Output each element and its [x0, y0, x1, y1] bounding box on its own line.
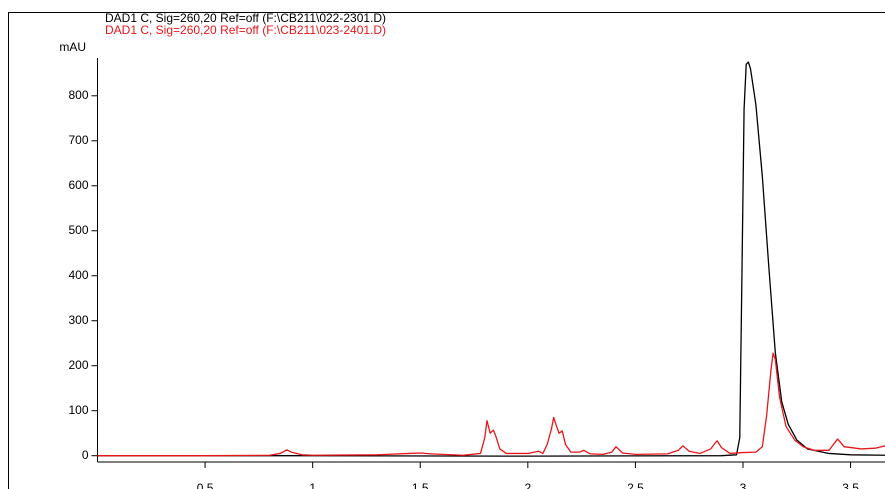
x-tick-label: 2	[524, 481, 531, 489]
x-tick-label: 1	[309, 481, 316, 489]
y-tick-label: 400	[68, 268, 88, 282]
y-tick-label: 200	[68, 358, 88, 372]
x-tick-label: 3.5	[842, 481, 859, 489]
x-tick-label: 0.5	[197, 481, 214, 489]
series-line	[97, 352, 885, 457]
legend-entry: DAD1 C, Sig=260,20 Ref=off (F:\CB211\022…	[105, 11, 386, 25]
series-line	[97, 61, 885, 457]
y-tick-label: 800	[68, 88, 88, 102]
x-tick-label: 3	[740, 481, 747, 489]
x-tick-label: 1.5	[412, 481, 429, 489]
frame	[8, 12, 885, 489]
y-tick-label: 500	[68, 223, 88, 237]
y-tick-label: 700	[68, 133, 88, 147]
legend-entry: DAD1 C, Sig=260,20 Ref=off (F:\CB211\023…	[105, 23, 386, 37]
y-tick-label: 600	[68, 178, 88, 192]
x-tick-label: 2.5	[627, 481, 644, 489]
y-axis-label: mAU	[59, 40, 86, 54]
y-tick-label: 0	[82, 448, 89, 462]
y-tick-label: 100	[68, 403, 88, 417]
y-tick-label: 300	[68, 313, 88, 327]
